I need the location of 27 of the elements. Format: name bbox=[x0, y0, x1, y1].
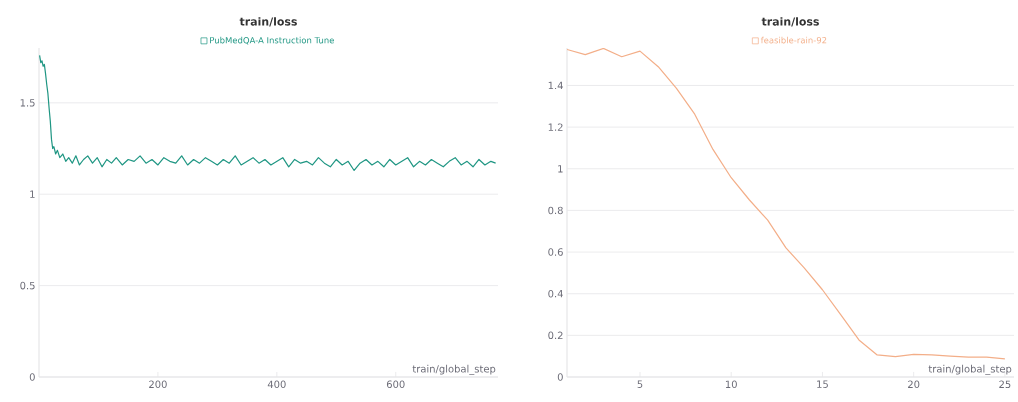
x-tick-label: 400 bbox=[267, 380, 286, 389]
y-tick-label: 0.2 bbox=[548, 331, 563, 340]
x-tick-label: 25 bbox=[999, 380, 1011, 389]
x-tick-label: 200 bbox=[149, 380, 167, 389]
legend-label: feasible-rain-92 bbox=[760, 36, 827, 44]
x-axis-title: train/global_step bbox=[412, 364, 496, 375]
y-tick-label: 1.4 bbox=[548, 81, 563, 90]
chart-title: train/loss bbox=[239, 17, 297, 27]
x-tick-label: 5 bbox=[637, 380, 643, 388]
y-tick-label: 0.8 bbox=[548, 206, 563, 215]
chart-title: train/loss bbox=[761, 17, 819, 27]
x-tick-label: 600 bbox=[386, 380, 405, 389]
line-series bbox=[567, 48, 1006, 360]
y-tick-label: 1.2 bbox=[548, 123, 563, 131]
y-tick-label: 0.5 bbox=[20, 281, 35, 290]
x-tick-label: 10 bbox=[725, 380, 737, 389]
y-tick-label: 0.6 bbox=[548, 248, 563, 256]
y-tick-label: 1.5 bbox=[20, 99, 35, 107]
x-axis-title: train/global_step bbox=[928, 364, 1012, 375]
x-tick-label: 20 bbox=[908, 380, 920, 389]
y-tick-label: 1 bbox=[30, 190, 35, 198]
y-tick-label: 0 bbox=[29, 373, 35, 381]
x-tick-label: 15 bbox=[817, 380, 828, 388]
y-tick-label: 0 bbox=[557, 373, 563, 381]
y-tick-label: 0.4 bbox=[548, 289, 563, 298]
legend-label: PubMedQA-A Instruction Tune bbox=[210, 36, 334, 45]
y-tick-label: 1 bbox=[558, 165, 563, 173]
